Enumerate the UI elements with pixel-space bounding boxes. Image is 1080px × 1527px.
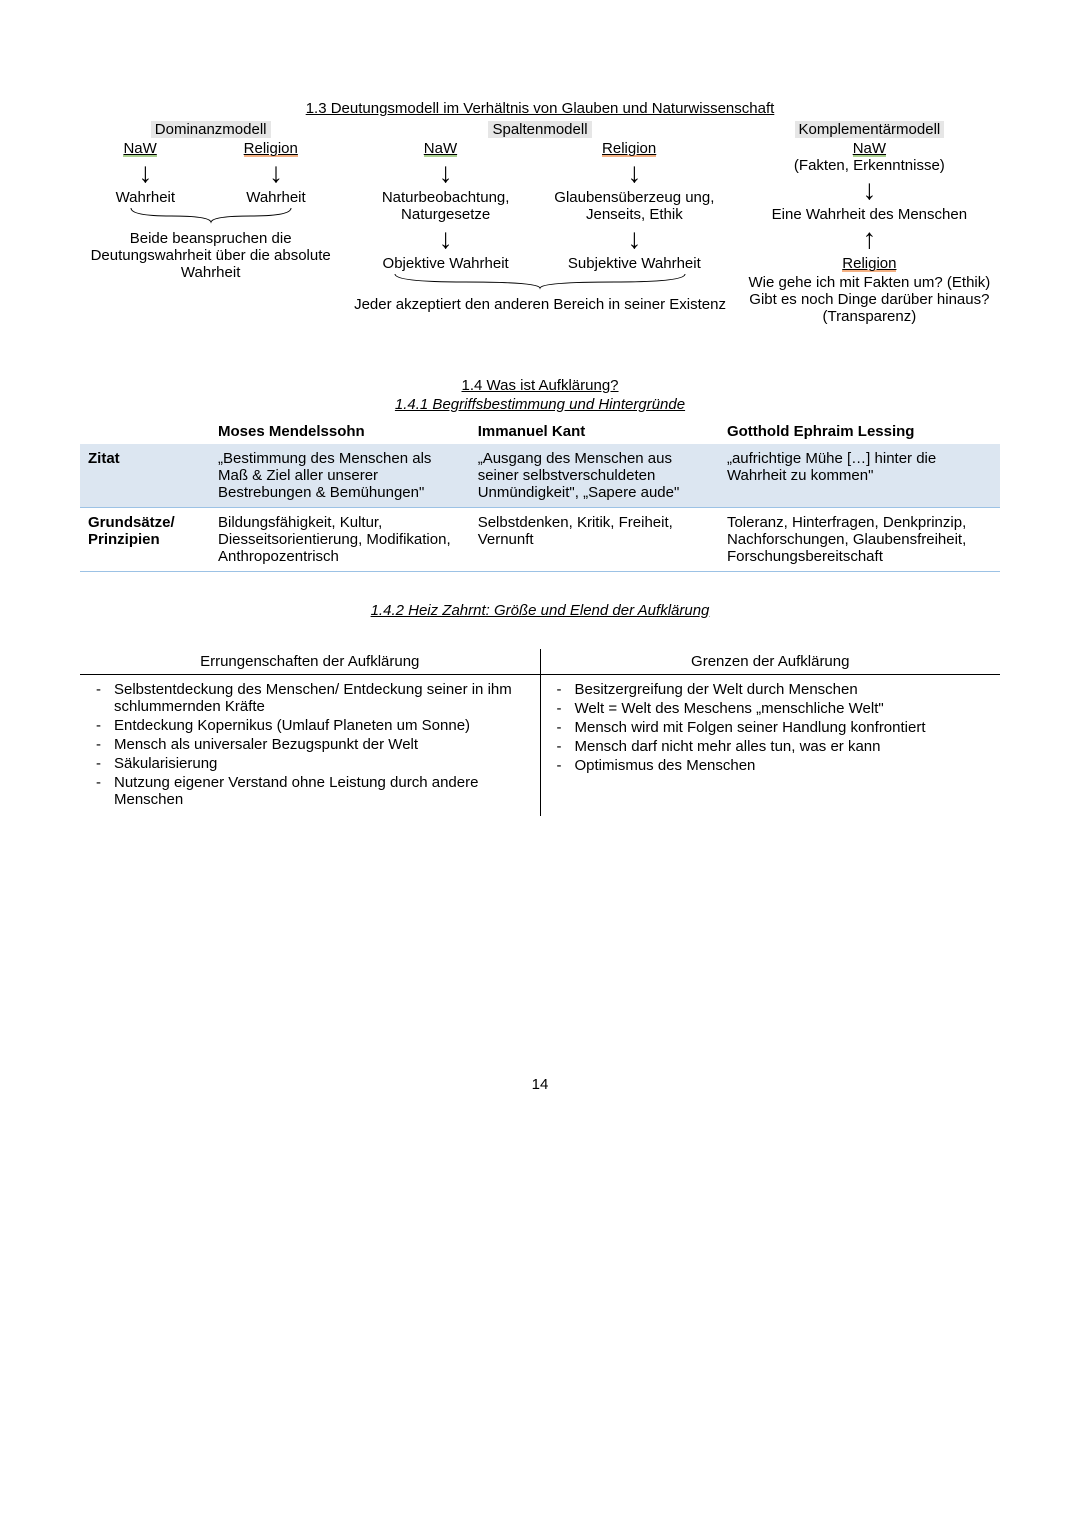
col-kant: Immanuel Kant xyxy=(470,419,719,444)
list-item: Mensch als universaler Bezugspunkt der W… xyxy=(90,736,530,753)
brace-icon xyxy=(351,272,728,294)
prinzipien-kant: Selbstdenken, Kritik, Freiheit, Vernunft xyxy=(470,508,719,572)
heading-1-4: 1.4 Was ist Aufklärung? xyxy=(80,377,1000,394)
brace-icon xyxy=(80,206,341,228)
heading-1-4-2: 1.4.2 Heiz Zahrnt: Größe und Elend der A… xyxy=(80,602,1000,619)
models-diagram: Dominanzmodell NaW Religion ↓↓ Wahrheit … xyxy=(80,121,1000,327)
arrow-icon: ↓ xyxy=(439,159,453,187)
page-number: 14 xyxy=(80,1076,1000,1093)
arrow-icon: ↓ xyxy=(627,159,641,187)
list-item: Entdeckung Kopernikus (Umlauf Planeten u… xyxy=(90,717,530,734)
dominanz-col: Dominanzmodell NaW Religion ↓↓ Wahrheit … xyxy=(80,121,341,327)
komplement-naw: NaW xyxy=(853,140,886,157)
spalten-footer: Jeder akzeptiert den anderen Bereich in … xyxy=(351,296,728,313)
list-grenzen: Besitzergreifung der Welt durch Menschen… xyxy=(551,681,991,774)
spalten-left-2: Objektive Wahrheit xyxy=(355,255,536,272)
col-grenzen: Grenzen der Aufklärung xyxy=(540,649,1000,675)
prinzipien-lessing: Toleranz, Hinterfragen, Denkprinzip, Nac… xyxy=(719,508,1000,572)
list-item: Mensch wird mit Folgen seiner Handlung k… xyxy=(551,719,991,736)
arrow-icon: ↑ xyxy=(862,223,876,254)
arrow-icon: ↓ xyxy=(439,225,453,253)
dominanz-naw: NaW xyxy=(123,140,156,157)
komplement-col: Komplementärmodell NaW (Fakten, Erkenntn… xyxy=(739,121,1000,327)
arrow-icon: ↓ xyxy=(627,225,641,253)
zitat-mendelssohn: „Bestimmung des Menschen als Maß & Ziel … xyxy=(210,444,470,508)
list-item: Optimismus des Menschen xyxy=(551,757,991,774)
row-zitat-label: Zitat xyxy=(80,444,210,508)
arrow-icon: ↓ xyxy=(862,174,876,205)
dominanz-title: Dominanzmodell xyxy=(151,121,271,138)
heading-1-4-1: 1.4.1 Begriffsbestimmung und Hintergründ… xyxy=(80,396,1000,413)
list-item: Mensch darf nicht mehr alles tun, was er… xyxy=(551,738,991,755)
heading-1-3: 1.3 Deutungsmodell im Verhältnis von Gla… xyxy=(80,100,1000,117)
list-item: Besitzergreifung der Welt durch Menschen xyxy=(551,681,991,698)
dominanz-footer: Beide beanspruchen die Deutungswahrheit … xyxy=(80,230,341,281)
spalten-left-1: Naturbeobachtung, Naturgesetze xyxy=(355,189,536,223)
spalten-title: Spaltenmodell xyxy=(488,121,591,138)
col-lessing: Gotthold Ephraim Lessing xyxy=(719,419,1000,444)
col-errungenschaften: Errungenschaften der Aufklärung xyxy=(80,649,540,675)
list-errungenschaften: Selbstentdeckung des Menschen/ Entdeckun… xyxy=(90,681,530,808)
zitat-kant: „Ausgang des Menschen aus seiner selbstv… xyxy=(470,444,719,508)
list-item: Selbstentdeckung des Menschen/ Entdeckun… xyxy=(90,681,530,715)
prinzipien-mendelssohn: Bildungsfähigkeit, Kultur, Diesseitsorie… xyxy=(210,508,470,572)
komplement-title: Komplementärmodell xyxy=(795,121,945,138)
dominanz-wahrheit-2: Wahrheit xyxy=(246,189,305,206)
list-item: Nutzung eigener Verstand ohne Leistung d… xyxy=(90,774,530,808)
dominanz-religion: Religion xyxy=(244,140,298,157)
komplement-footer: Wie gehe ich mit Fakten um? (Ethik) Gibt… xyxy=(739,274,1000,325)
komplement-religion: Religion xyxy=(842,255,896,272)
row-prinzipien-label: Grundsätze/ Prinzipien xyxy=(80,508,210,572)
spalten-col: Spaltenmodell NaW Religion ↓ ↓ Naturbeoba… xyxy=(351,121,728,327)
dominanz-wahrheit-1: Wahrheit xyxy=(116,189,175,206)
spalten-right-2: Subjektive Wahrheit xyxy=(544,255,725,272)
list-item: Säkularisierung xyxy=(90,755,530,772)
komplement-mid: Eine Wahrheit des Menschen xyxy=(739,206,1000,223)
spalten-right-1: Glaubensüberzeug ung, Jenseits, Ethik xyxy=(544,189,725,223)
col-mendelssohn: Moses Mendelssohn xyxy=(210,419,470,444)
arrow-icon: ↓ xyxy=(269,159,283,187)
arrow-icon: ↓ xyxy=(138,159,152,187)
table-1-4-2: Errungenschaften der Aufklärung Grenzen … xyxy=(80,649,1000,816)
spalten-naw: NaW xyxy=(424,140,457,157)
table-1-4-1: Moses Mendelssohn Immanuel Kant Gotthold… xyxy=(80,419,1000,572)
komplement-fakten: (Fakten, Erkenntnisse) xyxy=(739,157,1000,174)
zitat-lessing: „aufrichtige Mühe […] hinter die Wahrhei… xyxy=(719,444,1000,508)
list-item: Welt = Welt des Meschens „menschliche We… xyxy=(551,700,991,717)
spalten-religion: Religion xyxy=(602,140,656,157)
